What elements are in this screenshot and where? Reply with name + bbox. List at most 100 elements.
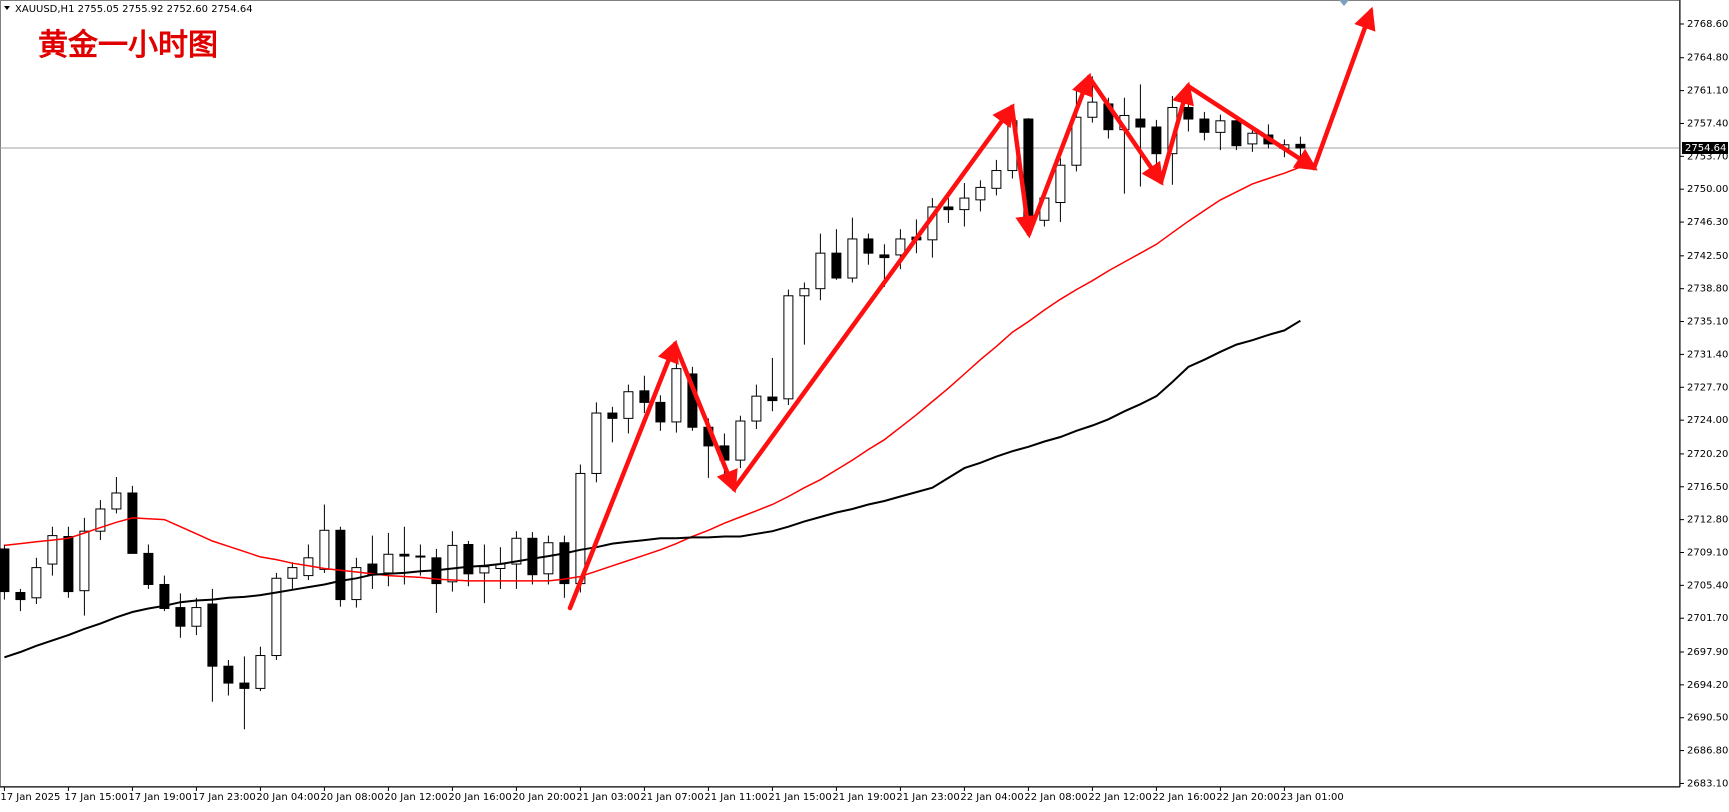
candle-body xyxy=(191,607,202,627)
y-tick-label: 2716.50 xyxy=(1687,482,1728,493)
candle-body xyxy=(399,553,410,557)
candle-body xyxy=(1151,126,1162,155)
candle-body xyxy=(815,252,826,290)
candle-body xyxy=(511,537,522,565)
candle-body xyxy=(671,368,682,423)
candle-body xyxy=(1231,120,1242,147)
header-text: XAUUSD,H1 2755.05 2755.92 2752.60 2754.6… xyxy=(15,4,253,15)
candle-body xyxy=(751,395,762,422)
candle-body xyxy=(783,295,794,400)
shift-marker xyxy=(1339,0,1349,6)
y-tick-label: 2738.80 xyxy=(1687,284,1728,295)
trend-arrows xyxy=(567,6,1376,611)
candle-body xyxy=(463,544,474,575)
y-tick-label: 2753.70 xyxy=(1687,151,1728,162)
x-tick-label: 17 Jan 2025 xyxy=(0,792,60,803)
trend-arrow xyxy=(1026,72,1094,237)
candle-body xyxy=(623,391,634,419)
candle-body xyxy=(1183,106,1194,120)
candle-body xyxy=(271,577,282,657)
y-tick-label: 2727.70 xyxy=(1687,382,1728,393)
candle-body xyxy=(975,186,986,201)
y-tick-label: 2731.40 xyxy=(1687,349,1728,360)
plot-frame xyxy=(0,0,1680,787)
candle-body xyxy=(1071,116,1082,166)
y-tick-label: 2709.10 xyxy=(1687,547,1728,558)
candle-body xyxy=(655,401,666,423)
y-tick-label: 2764.80 xyxy=(1687,53,1728,64)
y-tick-label: 2735.10 xyxy=(1687,317,1728,328)
trend-arrow xyxy=(672,341,738,494)
candle-body xyxy=(1055,164,1066,204)
moving-average xyxy=(4,166,1301,582)
candle-body xyxy=(559,542,570,585)
candle-body xyxy=(287,567,298,579)
trend-arrow xyxy=(731,103,1015,492)
y-tick-label: 2720.20 xyxy=(1687,449,1728,460)
y-tick-label: 2712.80 xyxy=(1687,515,1728,526)
x-tick-label: 21 Jan 11:00 xyxy=(704,792,767,803)
y-tick-label: 2686.80 xyxy=(1687,746,1728,757)
trend-arrow xyxy=(1009,104,1038,239)
candle-body xyxy=(143,552,154,585)
x-tick-label: 23 Jan 01:00 xyxy=(1280,792,1343,803)
y-tick-label: 2694.20 xyxy=(1687,680,1728,691)
candle-body xyxy=(991,170,1002,189)
candle-body xyxy=(79,530,90,592)
trend-arrow xyxy=(1185,83,1318,171)
current-price-box xyxy=(1682,141,1728,154)
x-tick-label: 22 Jan 12:00 xyxy=(1088,792,1151,803)
candle-body xyxy=(479,566,490,574)
candle-body xyxy=(159,583,170,609)
candle-body xyxy=(255,655,266,689)
candle-body xyxy=(1199,118,1210,133)
x-tick-label: 20 Jan 04:00 xyxy=(256,792,319,803)
candle-body xyxy=(415,555,426,558)
trend-arrow xyxy=(1311,6,1376,171)
candle-body xyxy=(31,567,42,599)
candle-body xyxy=(1135,118,1146,128)
x-tick-label: 22 Jan 08:00 xyxy=(1024,792,1087,803)
x-tick-label: 17 Jan 19:00 xyxy=(128,792,191,803)
y-tick-label: 2701.70 xyxy=(1687,613,1728,624)
trend-arrow xyxy=(1158,81,1194,185)
candle-body xyxy=(1247,132,1258,145)
candle-body xyxy=(527,537,538,576)
candle-body xyxy=(239,682,250,689)
y-tick-label: 2742.50 xyxy=(1687,251,1728,262)
candle-body xyxy=(95,508,106,532)
x-tick-label: 21 Jan 03:00 xyxy=(576,792,639,803)
candle-body xyxy=(351,567,362,601)
candle-body xyxy=(319,529,330,570)
candle-body xyxy=(863,238,874,254)
x-tick-label: 17 Jan 15:00 xyxy=(64,792,127,803)
candle-body xyxy=(1215,120,1226,133)
candle-body xyxy=(0,548,10,593)
current-price-label: 2754.64 xyxy=(1685,143,1726,154)
trend-arrow xyxy=(567,339,679,611)
candle-body xyxy=(447,544,458,583)
x-tick-label: 21 Jan 23:00 xyxy=(896,792,959,803)
candle-body xyxy=(767,396,778,402)
x-tick-label: 20 Jan 08:00 xyxy=(320,792,383,803)
candle-body xyxy=(15,591,26,601)
y-tick-label: 2750.00 xyxy=(1687,184,1728,195)
candle-body xyxy=(175,607,186,627)
candle-body xyxy=(63,536,74,593)
candle-body xyxy=(799,288,810,297)
menu-icon[interactable] xyxy=(4,6,10,10)
candle-body xyxy=(959,197,970,211)
y-tick-label: 2757.40 xyxy=(1687,118,1728,129)
candle-body xyxy=(1087,101,1098,118)
candle-body xyxy=(895,238,906,256)
moving-average xyxy=(4,319,1301,659)
x-tick-label: 22 Jan 16:00 xyxy=(1152,792,1215,803)
x-tick-label: 20 Jan 12:00 xyxy=(384,792,447,803)
candle-body xyxy=(543,542,554,575)
x-tick-label: 22 Jan 20:00 xyxy=(1216,792,1279,803)
candle-body xyxy=(207,603,218,667)
y-tick-label: 2724.00 xyxy=(1687,415,1728,426)
candle-body xyxy=(735,420,746,461)
candle-body xyxy=(607,412,618,419)
y-tick-label: 2705.40 xyxy=(1687,580,1728,591)
